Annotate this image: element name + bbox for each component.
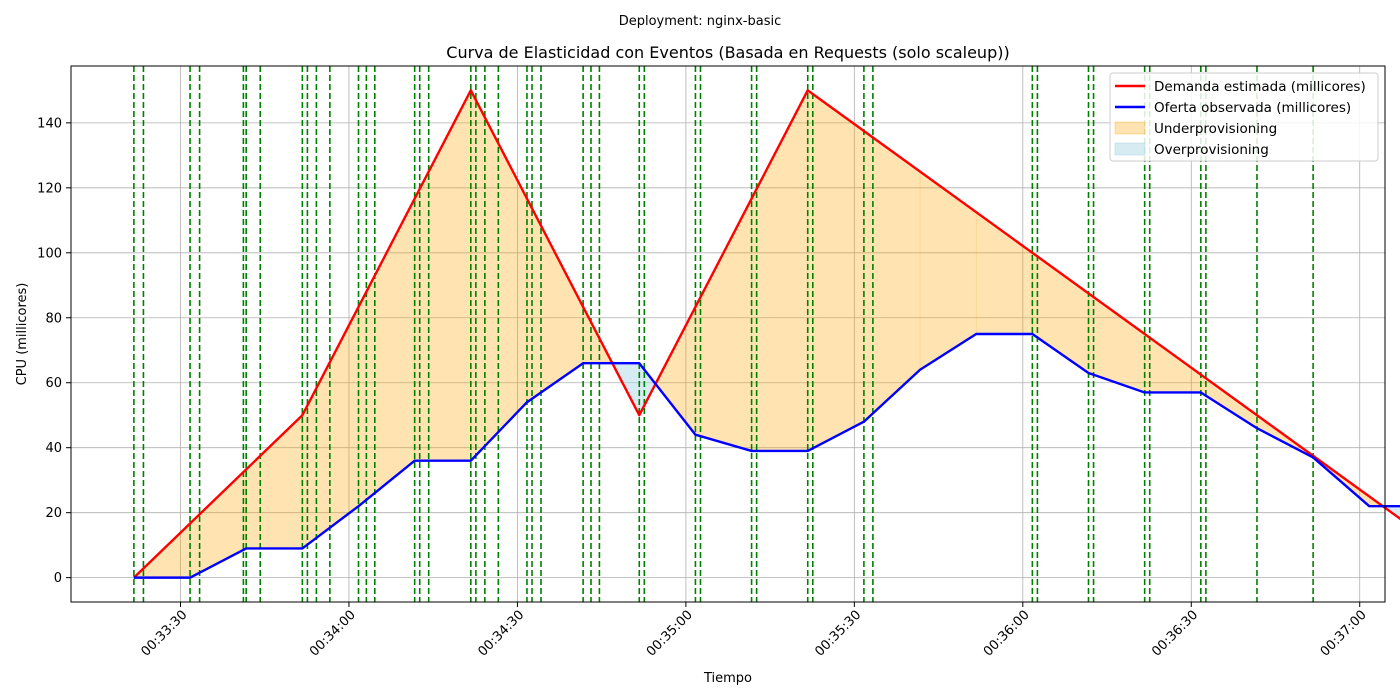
x-axis-label: Tiempo xyxy=(703,671,752,686)
plot-area: 0 20 40 60 80 100 120 140 00:33:30 00:34:00 00:34:… xyxy=(37,65,1400,660)
underprovisioning-area xyxy=(975,211,1033,335)
x-tick-label: 00:36:00 xyxy=(981,608,1033,660)
y-tick-label: 100 xyxy=(37,246,62,261)
underprovisioning-area xyxy=(1032,252,1089,374)
legend-overprovisioning-swatch xyxy=(1114,142,1146,156)
plot-frame xyxy=(70,65,1386,603)
supply-line xyxy=(133,332,1400,579)
underprovisioning-area xyxy=(526,198,584,403)
legend-supply-label: Oferta observada (millicores) xyxy=(1154,100,1351,116)
x-tick-label: 00:34:00 xyxy=(307,608,359,660)
underprovisioning-area xyxy=(189,468,247,579)
underprovisioning-area xyxy=(807,89,865,452)
underprovisioning-area xyxy=(358,198,415,507)
legend: Demanda estimada (millicores) Oferta obse… xyxy=(1109,72,1379,162)
y-tick-label: 40 xyxy=(45,441,62,456)
legend-demand-label: Demanda estimada (millicores) xyxy=(1154,79,1366,95)
demand-line xyxy=(133,89,1400,579)
underprovisioning-area xyxy=(1088,292,1145,393)
chart-suptitle: Deployment: nginx-basic xyxy=(619,14,782,29)
x-tick-label: 00:35:00 xyxy=(644,608,696,660)
y-tick-label: 20 xyxy=(45,506,62,521)
legend-underprovisioning-label: Underprovisioning xyxy=(1154,121,1277,137)
chart-title: Curva de Elasticidad con Eventos (Basada… xyxy=(446,43,1009,62)
underprovisioning-area xyxy=(245,414,303,549)
x-tick-label: 00:37:00 xyxy=(1318,608,1370,660)
legend-underprovisioning-swatch xyxy=(1114,121,1146,135)
y-axis-label: CPU (millicores) xyxy=(15,283,30,386)
legend-frame xyxy=(1109,72,1379,162)
x-tick-label: 00:35:30 xyxy=(812,608,864,660)
y-tick-label: 60 xyxy=(45,376,62,391)
y-tick-label: 120 xyxy=(37,181,62,196)
x-tick-label: 00:34:30 xyxy=(475,608,527,660)
x-tick-label: 00:36:30 xyxy=(1149,608,1201,660)
x-tick-label: 00:33:30 xyxy=(139,608,191,660)
y-tick-label: 80 xyxy=(45,311,62,326)
y-tick-label: 0 xyxy=(54,571,62,586)
underprovisioning-area xyxy=(695,198,752,452)
legend-overprovisioning-label: Overprovisioning xyxy=(1154,142,1269,158)
y-tick-label: 140 xyxy=(37,116,62,131)
underprovisioning-area xyxy=(1144,333,1202,393)
